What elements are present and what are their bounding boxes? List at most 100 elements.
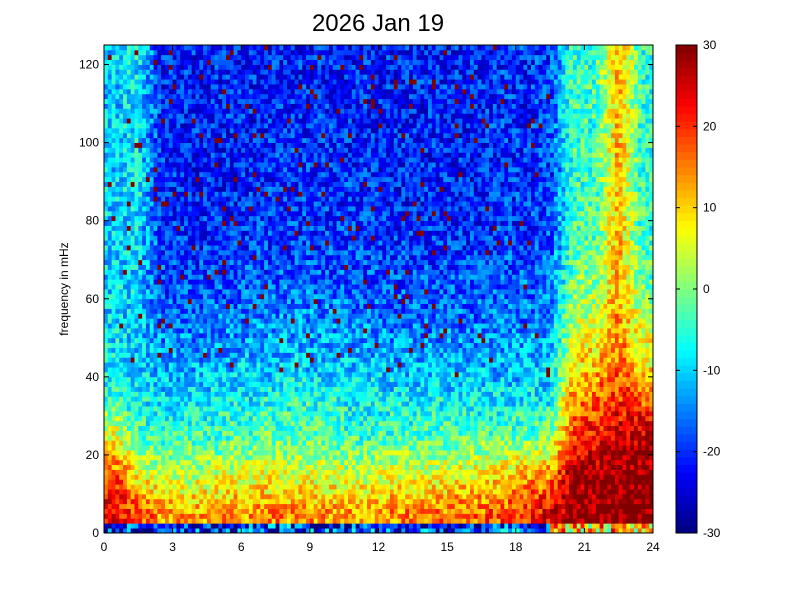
heatmap-cell (191, 210, 196, 217)
heatmap-cell (119, 513, 124, 519)
heatmap-cell (130, 181, 135, 187)
heatmap-cell (199, 152, 204, 158)
heatmap-cell (248, 74, 254, 80)
heatmap-cell (256, 147, 261, 153)
heatmap-cell (287, 415, 292, 422)
heatmap-cell (153, 147, 158, 153)
heatmap-cell (195, 323, 200, 329)
heatmap-cell (210, 210, 215, 217)
heatmap-cell (210, 347, 215, 353)
heatmap-cell (130, 308, 135, 314)
heatmap-cell (222, 157, 227, 163)
heatmap-cell (195, 147, 200, 153)
heatmap-cell (203, 415, 208, 422)
heatmap-cell (172, 289, 177, 295)
heatmap-cell (104, 493, 109, 500)
heatmap-cell (123, 186, 128, 192)
heatmap-cell (172, 357, 177, 363)
heatmap-cell (184, 93, 189, 100)
heatmap-cell (279, 459, 284, 466)
heatmap-cell (267, 523, 273, 529)
heatmap-cell (271, 498, 276, 505)
heatmap-cell (226, 191, 231, 197)
heatmap-cell (237, 323, 242, 329)
heatmap-cell (180, 142, 185, 148)
heatmap-cell (172, 176, 177, 183)
heatmap-cell (252, 513, 257, 519)
heatmap-cell (172, 49, 177, 56)
heatmap-cell (107, 54, 113, 61)
heatmap-cell (161, 235, 166, 241)
heatmap-cell (226, 445, 231, 451)
heatmap-cell (252, 162, 257, 168)
heatmap-cell (104, 196, 109, 202)
heatmap-cell (256, 518, 261, 524)
heatmap-cell (283, 113, 288, 119)
heatmap-cell (252, 528, 257, 534)
heatmap-cell (157, 303, 162, 309)
heatmap-cell (168, 167, 174, 173)
heatmap-cell (210, 454, 215, 461)
heatmap-cell (149, 508, 154, 514)
heatmap-cell (245, 147, 250, 153)
heatmap-cell (256, 196, 261, 202)
heatmap-cell (184, 401, 189, 407)
heatmap-cell (210, 498, 215, 505)
heatmap-cell (203, 74, 208, 80)
heatmap-cell (130, 337, 135, 344)
heatmap-cell (267, 103, 273, 109)
heatmap-cell (267, 249, 273, 256)
heatmap-cell (115, 430, 120, 436)
heatmap-cell (226, 493, 231, 500)
heatmap-cell (210, 269, 215, 275)
heatmap-cell (252, 303, 257, 309)
heatmap-cell (180, 328, 185, 334)
heatmap-cell (168, 298, 174, 305)
heatmap-cell (287, 401, 292, 407)
heatmap-cell (252, 415, 257, 422)
heatmap-cell (145, 269, 151, 275)
heatmap-cell (180, 450, 185, 456)
heatmap-cell (134, 352, 139, 358)
heatmap-cell (214, 59, 219, 65)
heatmap-cell (241, 269, 246, 275)
heatmap-cell (214, 167, 219, 173)
heatmap-cell (237, 484, 242, 490)
heatmap-cell (104, 147, 109, 153)
heatmap-cell (233, 493, 238, 500)
heatmap-cell (142, 254, 147, 261)
heatmap-cell (210, 64, 215, 70)
heatmap-cell (195, 381, 200, 387)
heatmap-cell (195, 196, 200, 202)
heatmap-cell (130, 386, 135, 392)
heatmap-cell (138, 420, 143, 427)
heatmap-cell (104, 269, 109, 275)
heatmap-cell (130, 230, 135, 236)
heatmap-cell (119, 523, 124, 529)
heatmap-cell (123, 108, 128, 114)
heatmap-cell (248, 303, 254, 309)
heatmap-cell (123, 435, 128, 441)
heatmap-cell (226, 411, 231, 417)
heatmap-cell (229, 401, 235, 407)
heatmap-cell (214, 391, 219, 397)
heatmap-cell (172, 406, 177, 412)
heatmap-cell (245, 464, 250, 470)
heatmap-cell (264, 123, 269, 129)
heatmap-cell (195, 235, 200, 241)
heatmap-cell (104, 137, 109, 143)
heatmap-cell (176, 425, 181, 431)
heatmap-cell (111, 186, 116, 192)
heatmap-cell (256, 254, 261, 261)
heatmap-cell (275, 318, 280, 324)
heatmap-cell (123, 376, 128, 383)
heatmap-cell (195, 118, 200, 124)
heatmap-cell (267, 303, 273, 309)
heatmap-cell (119, 371, 124, 378)
heatmap-cell (206, 264, 212, 270)
heatmap-cell (187, 210, 193, 217)
heatmap-cell (248, 215, 254, 222)
heatmap-cell (187, 328, 193, 334)
heatmap-cell (119, 362, 124, 368)
